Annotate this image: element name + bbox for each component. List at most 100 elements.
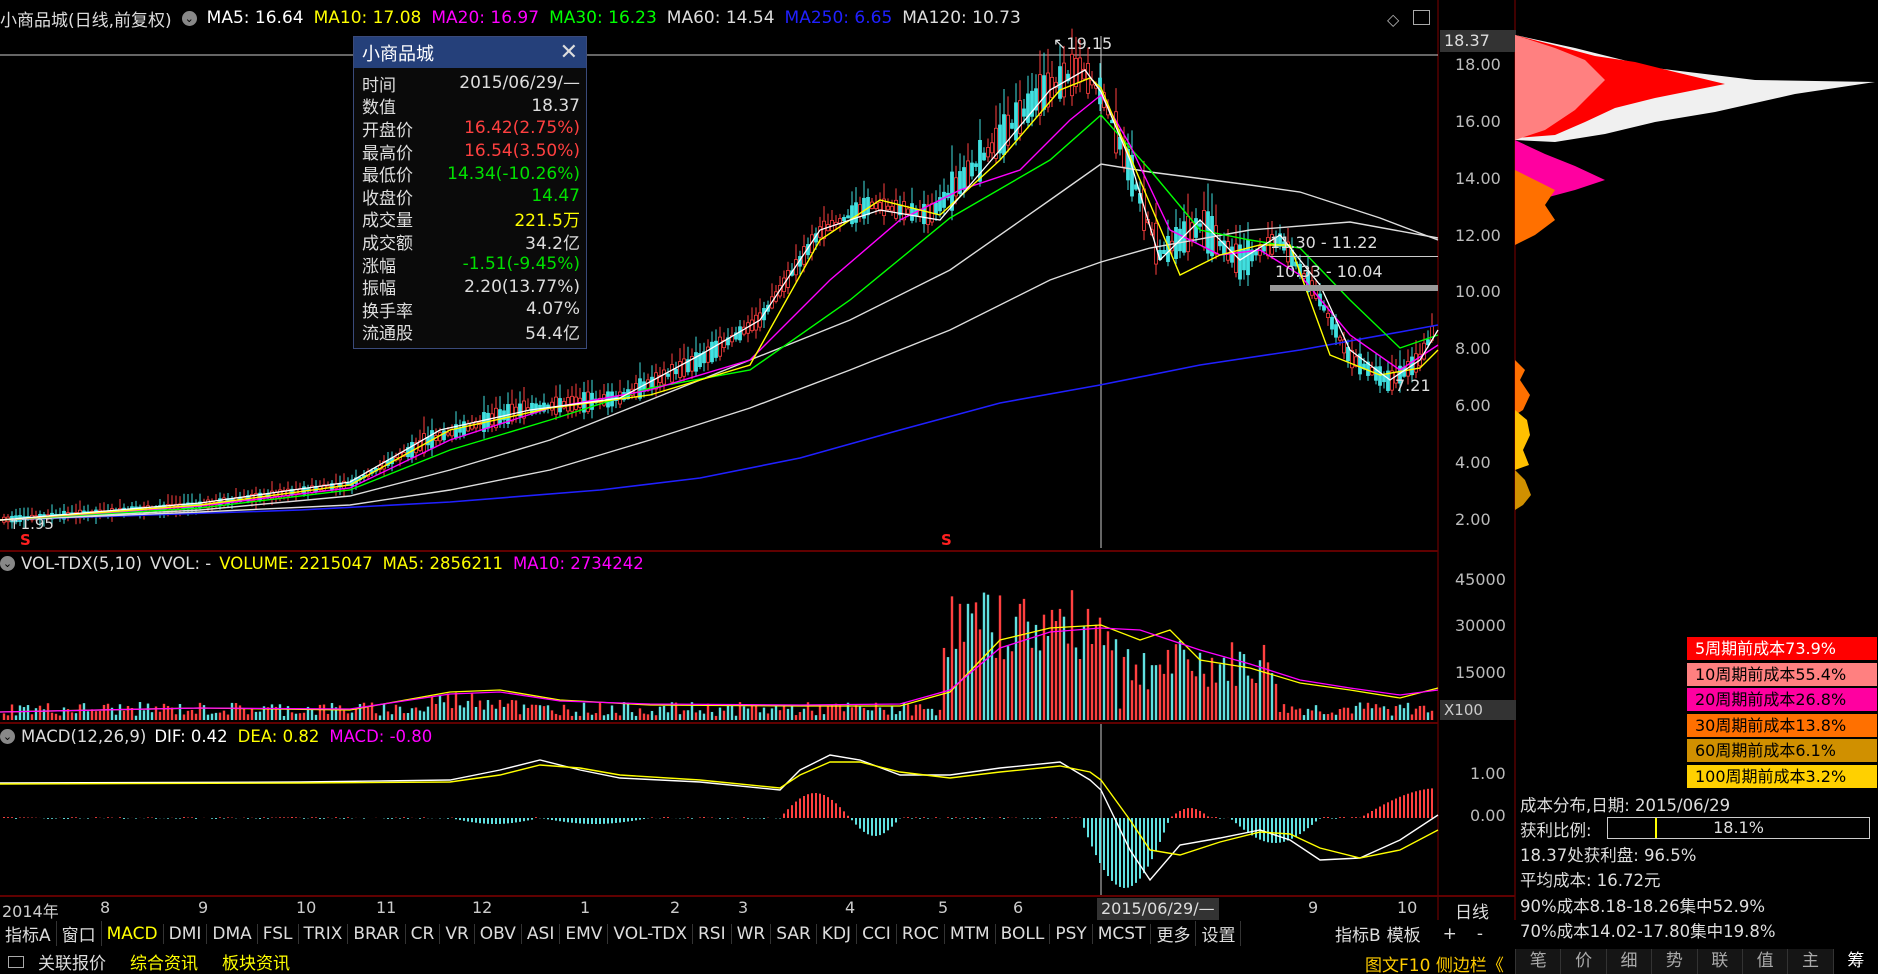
ma120-line: [0, 221, 1439, 521]
popup-row-value: 34.2亿: [525, 233, 580, 254]
tab-9[interactable]: CR: [406, 923, 441, 944]
side-tab[interactable]: 筹: [1832, 949, 1878, 974]
link-related-quotes[interactable]: 关联报价: [38, 954, 106, 974]
zoom-in-button[interactable]: +: [1442, 923, 1457, 944]
tab-2[interactable]: 窗口: [57, 921, 102, 946]
popup-row-key: 开盘价: [362, 120, 413, 141]
profit-bar-fill: [1608, 818, 1658, 838]
average-cost: 平均成本: 16.72元: [1520, 871, 1661, 890]
cost-date-line: 成本分布,日期: 2015/06/29: [1520, 796, 1731, 815]
signal-marker-1[interactable]: S: [20, 531, 31, 549]
tab-indicator-b[interactable]: 指标B: [1335, 926, 1381, 946]
tab-25[interactable]: 更多: [1151, 921, 1197, 946]
ma5-label: MA5: 16.64: [206, 8, 304, 28]
tab-template[interactable]: 模板: [1386, 926, 1421, 946]
f10-sidebar-link[interactable]: 图文F10 侧边栏《: [1365, 956, 1504, 974]
diamond-icon[interactable]: ◇: [1387, 10, 1400, 29]
price-volume-separator: [0, 550, 1438, 552]
ma60-label: MA60: 14.54: [666, 8, 775, 28]
vol-collapse-icon[interactable]: ⌄: [0, 555, 15, 571]
tab-18[interactable]: KDJ: [817, 923, 858, 944]
side-tab[interactable]: 细: [1605, 949, 1652, 974]
cost-legend-row: 5周期前成本73.9%: [1687, 637, 1877, 660]
tab-7[interactable]: TRIX: [299, 923, 349, 944]
tab-13[interactable]: EMV: [560, 923, 609, 944]
popup-row-value: 16.54(3.50%): [464, 141, 580, 162]
popup-row-value: 54.4亿: [525, 324, 580, 345]
date-label: 8: [100, 898, 111, 917]
link-news[interactable]: 综合资讯: [130, 954, 198, 974]
tab-16[interactable]: WR: [732, 923, 772, 944]
tab-15[interactable]: RSI: [693, 923, 732, 944]
profit-bar: 18.1%: [1607, 817, 1870, 839]
price-tick: 18.00: [1455, 55, 1501, 74]
tab-6[interactable]: FSL: [258, 923, 299, 944]
zoom-out-button[interactable]: -: [1476, 923, 1484, 944]
cost-distribution: [1515, 35, 1875, 510]
ma5-line: [0, 69, 1439, 521]
popup-row-value: 14.47: [531, 186, 580, 207]
collapse-icon[interactable]: ⌄: [181, 10, 197, 26]
vol-title[interactable]: VOL-TDX(5,10): [21, 553, 143, 573]
popup-row: 数值 18.37: [354, 95, 586, 119]
tab-4[interactable]: DMI: [164, 923, 208, 944]
stock-title[interactable]: 小商品城(日线,前复权): [0, 10, 172, 31]
tab-20[interactable]: ROC: [897, 923, 945, 944]
tab-5[interactable]: DMA: [207, 923, 258, 944]
side-tab[interactable]: 笔: [1515, 949, 1561, 974]
tab-10[interactable]: VR: [440, 923, 475, 944]
tab-22[interactable]: BOLL: [996, 923, 1051, 944]
dea-line: [0, 761, 1439, 859]
popup-row: 最高价 16.54(3.50%): [354, 140, 586, 164]
chart-canvas[interactable]: [0, 0, 1878, 920]
window-toggle-icon[interactable]: [1413, 10, 1430, 25]
link-sector-news[interactable]: 板块资讯: [222, 954, 290, 974]
popup-row-key: 成交额: [362, 233, 413, 254]
tab-21[interactable]: MTM: [945, 923, 996, 944]
tab-1[interactable]: 指标A: [0, 921, 57, 946]
date-label: 3: [738, 898, 749, 917]
close-icon[interactable]: ✕: [559, 40, 578, 65]
ma120-label: MA120: 10.73: [902, 8, 1021, 28]
side-tab[interactable]: 联: [1696, 949, 1742, 974]
tab-3[interactable]: MACD: [102, 923, 164, 944]
tab-17[interactable]: SAR: [771, 923, 817, 944]
popup-row-key: 振幅: [362, 279, 396, 300]
side-tab[interactable]: 主: [1787, 949, 1833, 974]
high-marker: ↖19.15: [1053, 34, 1113, 53]
tab-26[interactable]: 设置: [1196, 921, 1242, 946]
side-tab[interactable]: 值: [1741, 949, 1788, 974]
tab-14[interactable]: VOL-TDX: [608, 923, 693, 944]
tab-23[interactable]: PSY: [1050, 923, 1093, 944]
date-label: 10: [296, 898, 317, 917]
tab-24[interactable]: MCST: [1093, 923, 1152, 944]
vol-unit: X100: [1440, 700, 1516, 720]
ma10-label: MA10: 17.08: [313, 8, 422, 28]
macd-panel-header: ⌄ MACD(12,26,9) DIF: 0.42 DEA: 0.82 MACD…: [0, 725, 432, 747]
popup-row: 涨幅 -1.51(-9.45%): [354, 253, 586, 277]
zone1-line: [1270, 256, 1438, 257]
macd-title[interactable]: MACD(12,26,9): [21, 726, 147, 746]
popup-row-value: 2.20(13.77%): [464, 276, 580, 297]
vol-ma5-label: MA5: 2856211: [382, 553, 503, 573]
popup-row-key: 流通股: [362, 324, 413, 345]
macd-tick-1: 1.00: [1470, 764, 1506, 783]
profit-value: 18.1%: [1713, 818, 1764, 837]
cursor-date: 2015/06/29/—: [1097, 898, 1219, 920]
side-tab[interactable]: 价: [1560, 949, 1606, 974]
price-tick: 8.00: [1455, 339, 1491, 358]
tab-8[interactable]: BRAR: [348, 923, 406, 944]
vol-panel-header: ⌄ VOL-TDX(5,10) VVOL: - VOLUME: 2215047 …: [0, 552, 644, 574]
cost-legend-row: 30周期前成本13.8%: [1687, 713, 1877, 737]
header-bar: 小商品城(日线,前复权) ⌄ MA5: 16.64 MA10: 17.08 MA…: [0, 0, 1515, 36]
menu-icon[interactable]: [8, 955, 24, 968]
macd-collapse-icon[interactable]: ⌄: [0, 728, 15, 744]
period-label[interactable]: 日线: [1455, 903, 1489, 923]
popup-header: 小商品城 ✕: [354, 37, 586, 68]
tab-19[interactable]: CCI: [857, 923, 897, 944]
signal-marker-2[interactable]: S: [941, 531, 952, 549]
tab-12[interactable]: ASI: [522, 923, 561, 944]
price-tick: 10.00: [1455, 282, 1501, 301]
tab-11[interactable]: OBV: [475, 923, 522, 944]
side-tab[interactable]: 势: [1651, 949, 1697, 974]
